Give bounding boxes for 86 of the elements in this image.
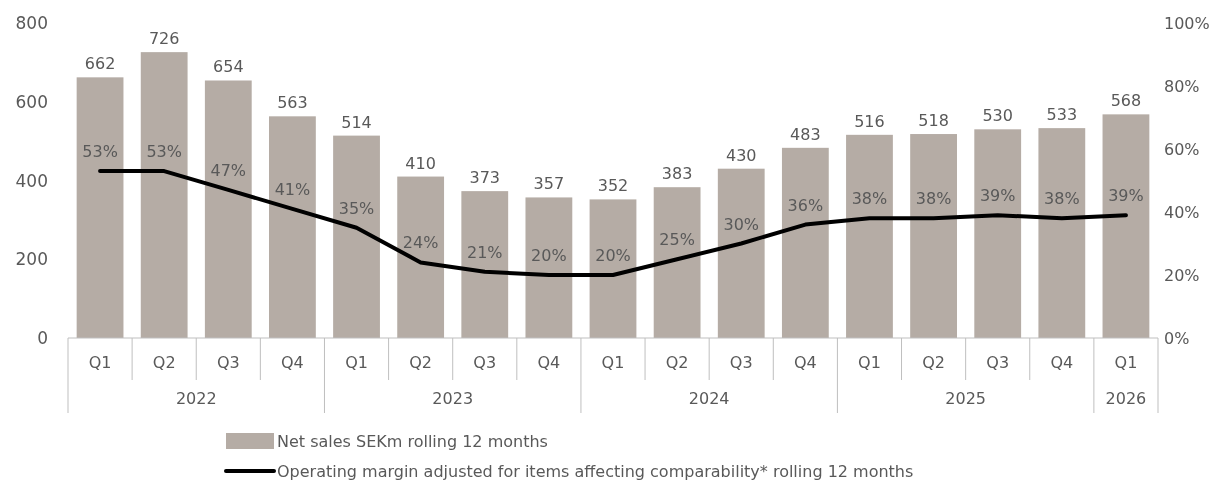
x-tick-label: Q2 [152,353,176,372]
data-label: 430 [725,145,757,165]
x-tick-label: Q2 [665,353,689,372]
x-tick-label: Q4 [1050,353,1074,372]
bar [397,176,445,338]
text: 2024 [688,389,730,408]
data-label: 568 [1110,91,1142,111]
bar [333,135,380,338]
data-label: 514 [341,112,372,132]
y2-tick-label: 40% [1164,203,1200,222]
bar [204,80,252,338]
bar [525,197,573,338]
bar [1038,128,1086,338]
x-tick-label: Q1 [1114,353,1138,372]
bar [1102,114,1150,338]
data-label: 726 [148,29,180,49]
y2-tick-label: 100% [1164,14,1210,33]
y2-tick-label: 20% [1164,266,1200,285]
data-label: 39% [979,186,1016,206]
data-label: 483 [790,124,821,144]
x-tick-label: Q4 [281,353,304,372]
bar [717,168,765,338]
y-tick-label: 0 [37,328,48,348]
data-label: 39% [1108,186,1144,206]
y2-tick-label: 60% [1164,140,1200,159]
bar [781,147,829,338]
bar [269,116,316,338]
data-label: 357 [533,174,565,194]
data-label: 662 [84,54,116,74]
data-label: 25% [659,230,695,250]
x-tick-label: Q3 [986,353,1010,372]
x-tick-label: Q4 [537,353,561,372]
data-label: 383 [661,164,693,184]
bar [140,52,188,338]
y-tick-label: 400 [15,170,48,191]
y-tick-label: 600 [15,91,48,112]
bar [461,191,509,338]
data-label: 38% [1044,189,1080,209]
text: 2026 [1105,389,1147,408]
data-label: 533 [1046,105,1078,125]
data-label: 53% [82,142,118,162]
data-label: 352 [597,176,629,196]
data-label: 47% [210,160,247,180]
x-tick-label: Q1 [858,353,881,372]
data-label: 30% [723,214,760,234]
data-label: 20% [531,246,567,265]
data-label: 24% [402,233,439,253]
bar [653,187,701,338]
legend-label: Net sales SEKm rolling 12 months [277,432,548,451]
legend-label: Operating margin adjusted for items affecting comparability* rolling 12 months [277,462,914,481]
data-label: 38% [851,189,888,209]
data-label: 38% [915,189,952,209]
x-tick-label: Q4 [793,353,817,372]
x-tick-label: Q1 [88,353,112,372]
data-label: 21% [466,242,503,262]
data-label: 41% [274,179,311,199]
data-label: 53% [146,142,182,162]
x-tick-label: Q3 [216,353,240,372]
bar [589,199,637,338]
data-label: 516 [854,111,885,131]
data-label: 410 [405,153,436,173]
data-label: 563 [277,93,308,113]
x-tick-label: Q3 [473,353,497,372]
x-tick-label: Q2 [409,353,433,372]
bar [974,129,1022,338]
x-tick-label: Q2 [922,353,945,372]
text: 2023 [432,389,474,408]
bar [910,134,957,338]
data-label: 36% [787,195,824,215]
bar [846,134,893,338]
data-label: 35% [338,198,375,218]
data-label: 530 [982,106,1013,126]
x-tick-label: Q1 [345,353,368,372]
data-label: 518 [918,111,949,131]
text: 2025 [945,389,987,408]
x-tick-label: Q3 [729,353,753,372]
y-tick-label: 200 [15,249,48,270]
y2-tick-label: 80% [1164,77,1200,96]
data-label: 373 [469,168,501,188]
y2-tick-label: 0% [1164,329,1190,348]
x-tick-label: Q1 [601,353,625,372]
y-tick-label: 800 [15,13,48,33]
data-label: 20% [595,246,631,265]
bar [76,77,124,338]
data-label: 654 [213,57,244,77]
text: 2022 [175,389,217,408]
